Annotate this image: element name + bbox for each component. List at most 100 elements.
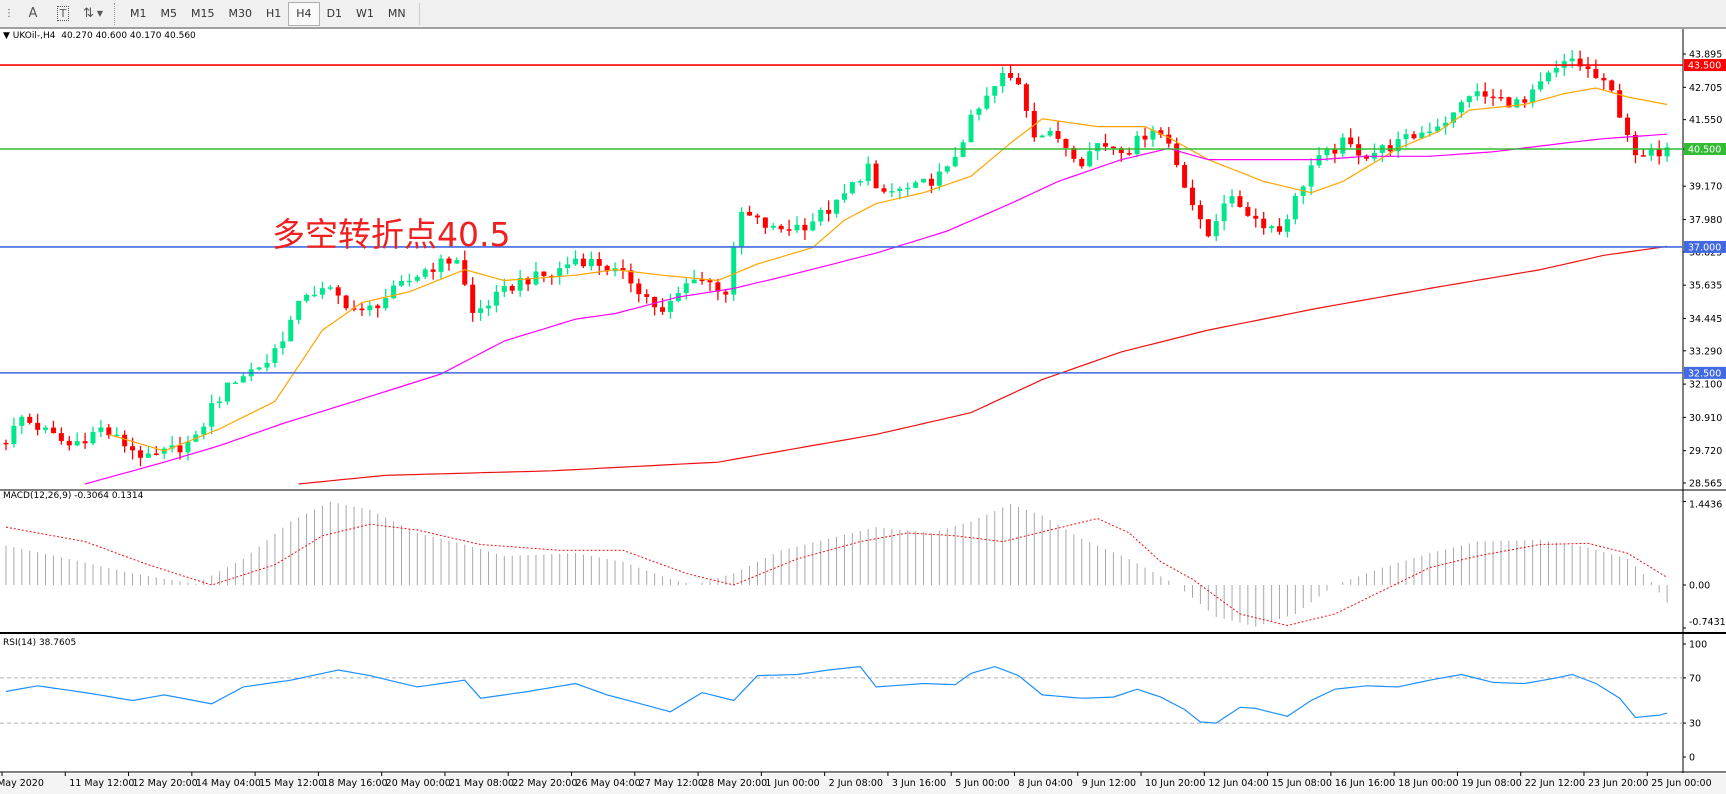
candle-bull xyxy=(1403,134,1409,140)
candle-bull xyxy=(169,445,175,449)
candle-bull xyxy=(19,416,25,426)
candle-bear xyxy=(1609,80,1615,91)
candle-bull xyxy=(1087,151,1093,167)
price-tick-label: 43.895 xyxy=(1689,50,1722,61)
price-chart[interactable]: 43.89542.70541.55040.50039.17037.98036.8… xyxy=(0,29,1726,794)
candle-bear xyxy=(153,453,159,455)
candle-bear xyxy=(652,296,658,308)
time-tick-label: 5 Jun 00:00 xyxy=(955,778,1009,789)
candle-bull xyxy=(810,221,816,231)
candle-bull xyxy=(1324,149,1330,156)
candle-bull xyxy=(573,258,579,265)
moving-average-ma_slow xyxy=(298,245,1668,485)
candle-bear xyxy=(762,217,768,228)
candle-bear xyxy=(1110,146,1116,149)
candle-bull xyxy=(201,426,207,435)
candle-bear xyxy=(715,282,721,292)
candle-bull xyxy=(1221,203,1227,222)
candle-bear xyxy=(1023,84,1029,111)
candle-bear xyxy=(1015,77,1021,85)
price-line-label: 32.500 xyxy=(1688,368,1721,379)
candle-bear xyxy=(580,258,586,267)
candle-bull xyxy=(588,258,594,267)
price-line-label-bg xyxy=(1684,143,1726,156)
timeframe-m30[interactable]: M30 xyxy=(228,6,253,20)
time-tick-label: 14 May 04:00 xyxy=(196,778,261,789)
time-tick-label: 26 May 04:00 xyxy=(576,778,641,789)
candle-bull xyxy=(1316,155,1322,166)
candles xyxy=(3,50,1670,467)
candle-bear xyxy=(1182,165,1188,188)
candle-bull xyxy=(1514,99,1520,108)
candle-bear xyxy=(707,279,713,283)
timeframe-mn[interactable]: MN xyxy=(387,6,406,20)
time-tick-label: 25 Jun 00:00 xyxy=(1651,778,1711,789)
candle-bull xyxy=(454,260,460,264)
time-tick-label: 27 May 12:00 xyxy=(639,778,704,789)
timeframe-m5[interactable]: M5 xyxy=(160,6,178,20)
time-tick-label: 12 May 20:00 xyxy=(133,778,198,789)
candle-bull xyxy=(406,280,412,283)
timeframe-d1[interactable]: D1 xyxy=(326,6,343,20)
time-tick-label: 10 Jun 20:00 xyxy=(1145,778,1205,789)
arrows-icon[interactable]: ⇅ ▼ xyxy=(82,6,104,21)
chart-header: ▼ UKOil-,H4 40.270 40.600 40.170 40.560 xyxy=(3,31,196,41)
candle-bull xyxy=(818,209,824,222)
status-strip xyxy=(0,774,1726,794)
time-tick-label: 9 Jun 12:00 xyxy=(1082,778,1136,789)
candle-bull xyxy=(1000,73,1006,87)
price-line-label-bg xyxy=(1684,59,1726,72)
candle-bull xyxy=(984,95,990,109)
timeframe-h4[interactable]: H4 xyxy=(288,1,320,26)
candle-bear xyxy=(1190,187,1195,206)
candle-bear xyxy=(1158,130,1164,135)
candle-bull xyxy=(1229,196,1235,204)
candle-bear xyxy=(1625,117,1631,135)
timeframe-h1[interactable]: H1 xyxy=(266,6,282,20)
candle-bear xyxy=(604,265,610,272)
candle-bear xyxy=(1387,145,1393,152)
price-tick-label: 37.980 xyxy=(1689,215,1722,226)
candle-bear xyxy=(873,163,879,189)
rsi-tick-label: 70 xyxy=(1689,673,1701,684)
timeframe-m1[interactable]: M1 xyxy=(130,6,147,20)
candle-bear xyxy=(660,307,666,312)
macd-tick-label: -0.7431 xyxy=(1689,617,1726,628)
candle-bull xyxy=(1292,195,1298,220)
price-line-label: 43.500 xyxy=(1688,61,1721,72)
candle-bull xyxy=(414,276,420,281)
candle-bull xyxy=(264,362,270,368)
candle-bull xyxy=(1308,165,1314,187)
time-tick-label: 28 May 20:00 xyxy=(702,778,767,789)
rsi-header: RSI(14) 38.7605 xyxy=(3,638,77,648)
candle-bull xyxy=(240,376,246,383)
timeframe-w1[interactable]: W1 xyxy=(356,6,374,20)
candle-bear xyxy=(470,284,476,313)
candle-bear xyxy=(1174,143,1180,165)
candle-bull xyxy=(43,427,49,430)
time-tick-label: 3 Jun 16:00 xyxy=(892,778,946,789)
candle-bear xyxy=(1585,66,1591,69)
text-icon[interactable]: A xyxy=(28,6,38,21)
candle-bull xyxy=(936,171,942,186)
candle-bull xyxy=(1395,139,1401,152)
timeframe-m15[interactable]: M15 xyxy=(191,6,215,20)
candle-bull xyxy=(311,294,317,297)
candle-bear xyxy=(27,416,33,423)
candle-bull xyxy=(1419,132,1425,139)
candle-bull xyxy=(383,298,389,309)
candle-bear xyxy=(644,294,650,297)
fibo-fan-icon[interactable]: ⋮ xyxy=(4,8,14,19)
candle-bull xyxy=(857,181,863,183)
candle-bear xyxy=(747,211,753,216)
candle-bear xyxy=(137,450,143,458)
text-label-icon[interactable]: T xyxy=(50,3,76,25)
candle-bull xyxy=(1427,131,1433,133)
candle-bear xyxy=(826,209,832,214)
collapse-triangle-icon[interactable]: ▼ xyxy=(3,31,10,41)
moving-average-ma_fast xyxy=(108,87,1668,452)
candle-bear xyxy=(786,229,792,231)
candle-bear xyxy=(1617,90,1623,118)
candle-bear xyxy=(754,215,760,218)
candle-bear xyxy=(130,446,136,451)
